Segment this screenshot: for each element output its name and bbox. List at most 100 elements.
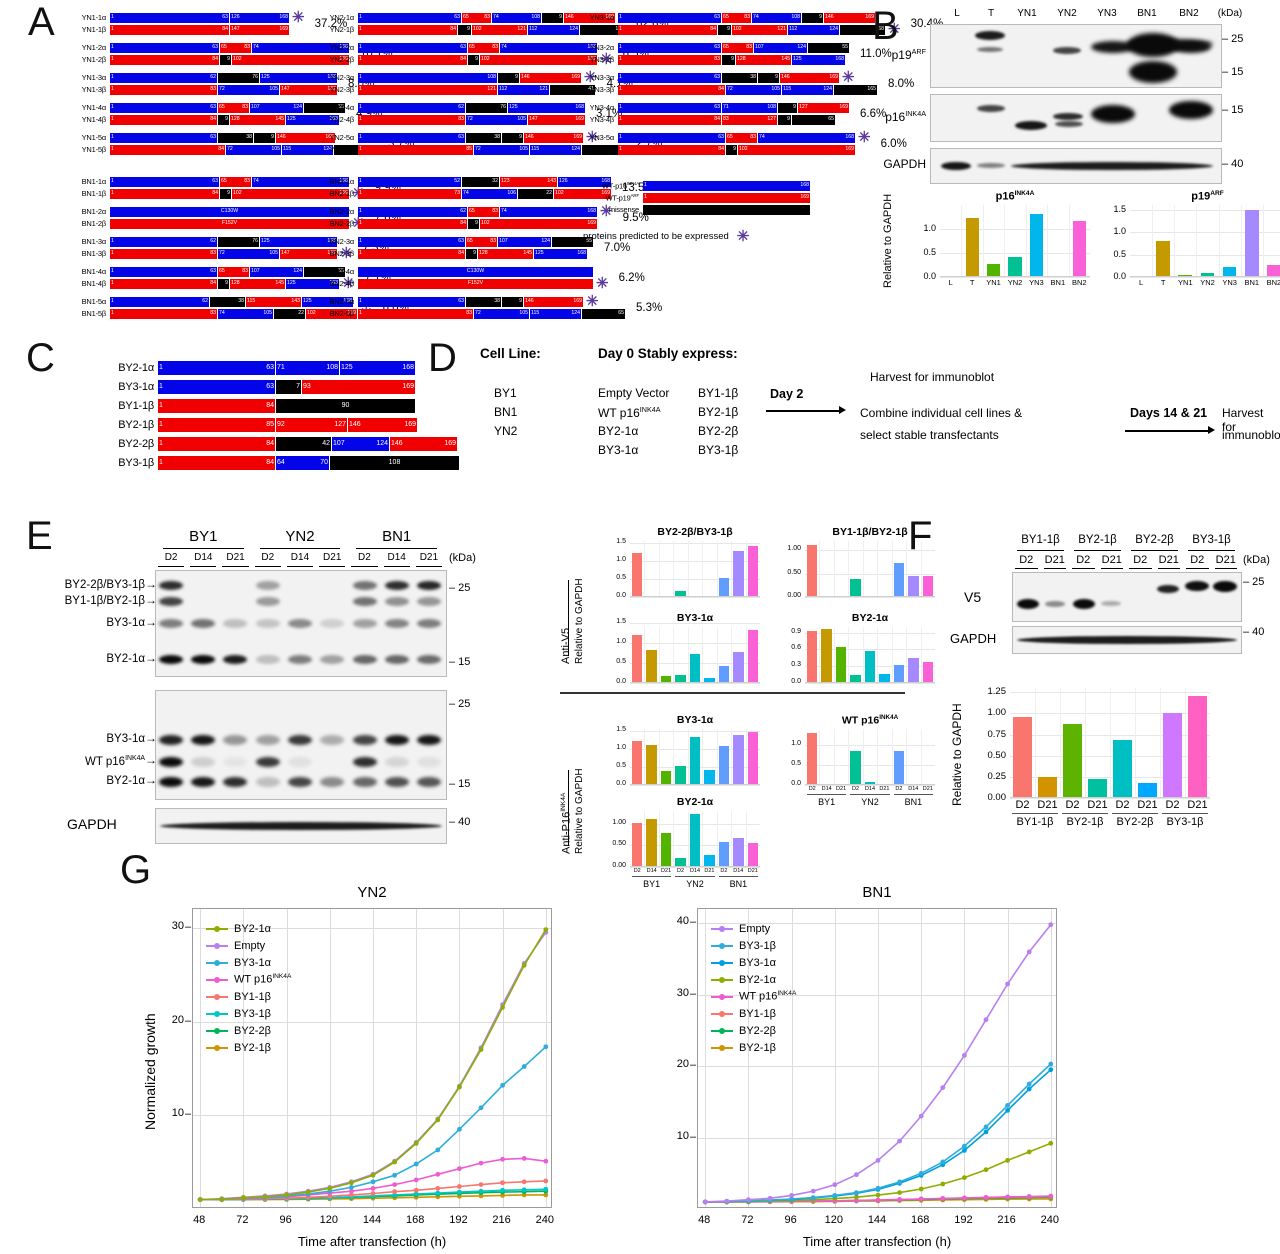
chart-bar: [893, 563, 905, 597]
blot-band: [256, 581, 280, 590]
segment-start-label: 102: [481, 55, 490, 62]
blot-band: [159, 597, 183, 606]
blot-band: [256, 777, 280, 787]
chart-vgridline: [673, 811, 675, 867]
segment-end-label: 9: [727, 25, 730, 32]
construct-group: BN2-3α 1 63 65 83 107 124 55 BN2-3β 1 84 9 128 145 125…: [310, 236, 594, 260]
construct-label: BN2-2α: [329, 207, 355, 216]
domain-segment-red: 1 84: [358, 248, 466, 259]
timepoint-label-D14: D14: [387, 552, 406, 563]
chart-vgridline: [673, 541, 675, 597]
chart-x-tick: D14: [689, 868, 701, 874]
domain-segment-red: 147 169: [280, 248, 338, 259]
domain-segment-red: 102 169: [480, 218, 598, 229]
blot-band: [159, 735, 183, 745]
segment-start-label: 125: [509, 103, 518, 110]
segment-end-label: 105: [519, 145, 528, 152]
legend-marker: [711, 959, 733, 966]
domain-segment-blue: 64 70: [276, 455, 330, 470]
construct-option: BY3-1β: [698, 443, 739, 457]
construct-label: BN1-1α: [81, 177, 107, 186]
legend-marker: [711, 1010, 733, 1017]
segment-end-label: 62: [460, 207, 466, 214]
blot-band: [353, 757, 377, 767]
chart-plot-area: 0.00 0.50 1.00: [787, 541, 935, 599]
panel-c-constructs: BY2-1α 1 63 71 108 125 168 BY3-1α 1 63 7 93 169 BY1-1…: [96, 360, 460, 474]
construct-group-wrap: YN3-3α 1 63 38 9 146 169 ✳ YN3-3β 1 84 72 105 115 124 1…: [570, 70, 943, 102]
chart-x-tick: 96: [279, 1214, 292, 1226]
chart-vgridline: [906, 627, 908, 683]
domain-segment-red: 1 84: [358, 54, 468, 65]
domain-segment-blue: 72 105: [218, 248, 280, 259]
blot-band: [1185, 581, 1209, 591]
domain-segment-red: 65 83: [722, 12, 752, 23]
chart-vgridline: [644, 541, 646, 597]
blot-band: [417, 655, 441, 664]
domain-segment-blue: 115 124: [530, 144, 582, 155]
segment-end-label: 63: [222, 13, 228, 20]
construct-group: BN1-5α 1 62 38 115 143 125 168 BN1-5β 1 83 74 105 22 1…: [62, 296, 373, 321]
chart-vgridline: [702, 811, 704, 867]
segment-start-label: 1: [619, 73, 622, 80]
segment-end-label: 169: [444, 440, 456, 447]
segment-start-label: 146: [825, 13, 834, 20]
domain-segment-red: 92 127: [276, 417, 348, 432]
construct-option: BY2-1β: [698, 405, 739, 419]
chart-y-tick: 0.25: [987, 770, 1007, 782]
chart-bar: [922, 661, 933, 683]
segment-end-label: 105: [517, 115, 526, 122]
legend-bar: 1 169: [643, 192, 811, 203]
chart-vgridline: [1135, 688, 1136, 798]
segment-end-label: 169: [339, 189, 348, 196]
chart-x-tick: YN3: [1222, 278, 1237, 287]
segment-start-label: 1: [359, 207, 362, 214]
segment-end-label: 22: [546, 189, 552, 196]
domain-segment-blue: 112 124: [788, 24, 840, 35]
segment-start-label: 65: [723, 13, 729, 20]
segment-end-label: 105: [269, 249, 278, 256]
chart-x-tick: YN2: [1007, 278, 1023, 287]
segment-start-label: 112: [529, 25, 538, 32]
construct-option: BY2-2β: [698, 424, 739, 438]
construct-group-wrap: YN1-1α 1 63 126 168 ✳ YN1-1β 1 84 147 169 37.2%: [62, 10, 414, 42]
chart-y-tick: 1.0: [923, 223, 936, 233]
segment-end-label: 169: [829, 73, 838, 80]
construct-group: YN2-4α 1 62 76 125 168 YN2-4β 1 83 72 105 147 169: [310, 102, 586, 126]
chart-panel-e-6: BY2-1α 0.00 0.50 1.00 D2 D14 D21 D2 D14 D21 D2 D14 D…: [600, 796, 760, 893]
segment-start-label: 1: [359, 55, 362, 62]
segment-start-label: 1: [111, 237, 114, 244]
chart-x-tick: D2: [677, 868, 685, 874]
chart-group-label: BN1: [729, 879, 748, 889]
domain-segment-blue: 125 168: [286, 114, 340, 125]
timepoint-rule: [383, 566, 410, 567]
construct-label: BN2-4β: [329, 279, 355, 288]
construct-bar: F152V: [358, 278, 594, 289]
construct-bar: 1 84 147 169: [110, 24, 290, 35]
blot-group-label-BN1: BN1: [382, 528, 412, 545]
construct-bar: 1 62 76 125 168: [110, 72, 338, 83]
segment-start-label: 107: [251, 267, 260, 274]
segment-end-label: 169: [402, 383, 414, 390]
blot-band: [256, 655, 280, 664]
construct-row: YN3-5α 1 63 65 83 74 168 ✳: [570, 130, 871, 145]
segment-end-label: 84: [212, 55, 218, 62]
blot-band: [191, 619, 215, 628]
domain-segment-blue: 1 63: [618, 132, 726, 143]
chart-y-tick: 20: [171, 1013, 184, 1026]
construct-group: BN2-4α C130W BN2-4β F152V ✳: [310, 266, 609, 291]
blot-row: p16INK4A – 15: [885, 94, 1260, 148]
segment-start-label: 1: [359, 13, 362, 20]
domain-segment-red: 1 84: [110, 188, 220, 199]
segment-end-label: 9: [731, 55, 734, 62]
chart-bar: [807, 733, 818, 785]
construct-row: BN2-3α 1 63 65 83 107 124 55: [310, 236, 594, 247]
p16-band-label: BY3-1α: [106, 733, 145, 745]
legend-marker: [206, 942, 228, 949]
blot-band: [320, 735, 344, 745]
domain-segment-red: 102 169: [480, 54, 598, 65]
construct-label: BY2-2β: [118, 437, 154, 450]
segment-start-label: 1: [619, 145, 622, 152]
panel-label-g: G: [120, 848, 152, 892]
domain-segment-blue: 1 63: [618, 42, 722, 53]
construct-label: BY3-1α: [118, 380, 154, 393]
